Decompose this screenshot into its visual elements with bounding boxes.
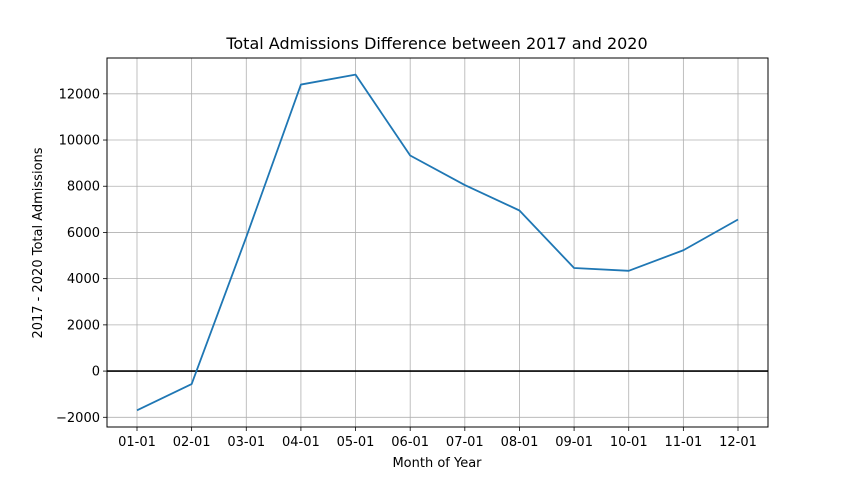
- x-tick-label: 12-01: [719, 435, 757, 450]
- plot-frame: [106, 57, 769, 428]
- x-axis-label: Month of Year: [392, 456, 482, 471]
- x-axis-ticks: 01-01 02-01 03-01 04-01 05-01 06-01 07-01 08-01…: [118, 427, 757, 450]
- x-tick-label: 04-01: [282, 435, 320, 450]
- y-tick-label: −2000: [56, 411, 100, 426]
- y-axis-ticks: −2000 0 2000 4000 6000 8000 10000 12000: [56, 87, 107, 426]
- x-tick-label: 01-01: [118, 435, 156, 450]
- chart-title: Total Admissions Difference between 2017…: [225, 34, 647, 53]
- y-tick-label: 4000: [67, 272, 100, 287]
- series-group: [136, 73, 739, 412]
- series-line: [136, 73, 739, 412]
- x-tick-label: 08-01: [501, 435, 539, 450]
- y-axis-label: 2017 - 2020 Total Admissions: [31, 147, 46, 338]
- y-tick-label: 10000: [59, 134, 100, 149]
- y-tick-label: 12000: [59, 87, 100, 102]
- y-tick-label: 0: [92, 365, 100, 380]
- x-tick-label: 10-01: [610, 435, 648, 450]
- x-tick-label: 05-01: [337, 435, 375, 450]
- x-tick-label: 07-01: [446, 435, 484, 450]
- y-tick-label: 2000: [67, 318, 100, 333]
- x-tick-label: 02-01: [173, 435, 211, 450]
- x-tick-label: 06-01: [391, 435, 429, 450]
- y-tick-label: 6000: [67, 226, 100, 241]
- x-tick-label: 03-01: [227, 435, 265, 450]
- y-tick-label: 8000: [67, 180, 100, 195]
- x-tick-label: 09-01: [555, 435, 593, 450]
- x-tick-label: 11-01: [664, 435, 702, 450]
